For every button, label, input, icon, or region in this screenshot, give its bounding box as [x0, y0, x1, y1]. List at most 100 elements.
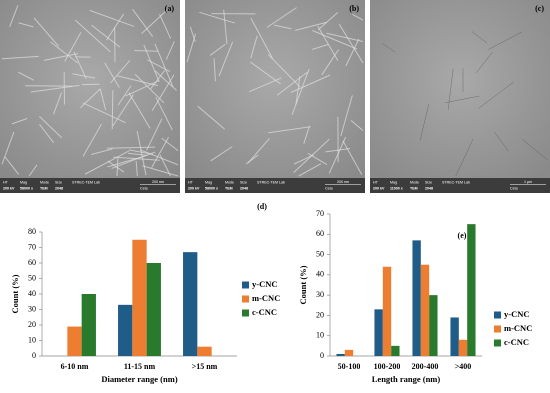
fiber: [276, 71, 308, 96]
x-tick-label: 6-10 nm: [61, 362, 89, 371]
fiber: [125, 80, 160, 97]
fiber: [295, 21, 327, 31]
meta-header: Mode: [40, 180, 49, 184]
fiber: [4, 156, 20, 175]
fiber: [17, 71, 35, 81]
fiber: [104, 62, 120, 88]
bar: [336, 353, 345, 356]
fiber: [213, 58, 216, 82]
fiber: [64, 32, 82, 62]
meta-header: Size: [55, 180, 62, 184]
fiber: [111, 90, 114, 130]
fiber: [494, 132, 509, 152]
fiber: [142, 165, 179, 177]
y-tick-label: 20: [316, 310, 324, 319]
fiber: [89, 9, 135, 27]
meta-header: Mode: [225, 180, 234, 184]
bar: [374, 309, 383, 356]
meta-lab: STREC-TEM Lab: [72, 180, 100, 184]
fiber: [249, 61, 281, 85]
fiber: [478, 81, 514, 109]
y-tick-label: 70: [28, 242, 36, 251]
meta-header: Size: [240, 180, 247, 184]
y-tick-label: 50: [28, 273, 36, 282]
bar: [429, 295, 438, 356]
panel-label: (a): [165, 4, 175, 13]
legend-swatch: [494, 339, 501, 347]
meta-lab: STREC-TEM Lab: [257, 180, 285, 184]
fiber: [141, 8, 169, 35]
fiber: [84, 150, 130, 175]
fiber: [186, 33, 197, 63]
fiber: [106, 146, 156, 149]
meta-strip: [0, 178, 180, 193]
fiber: [250, 17, 274, 59]
fiber: [72, 73, 96, 79]
panel-label: (c): [535, 4, 544, 13]
fiber: [303, 125, 310, 144]
fiber: [139, 149, 179, 166]
fiber: [218, 41, 234, 77]
fiber: [73, 51, 87, 80]
fiber: [135, 161, 138, 177]
meta-header: HT: [373, 180, 379, 184]
fiber: [149, 70, 166, 90]
fiber: [106, 13, 125, 41]
legend-swatch: [494, 325, 501, 333]
fiber: [111, 151, 156, 169]
fiber: [199, 11, 235, 24]
fiber: [154, 43, 174, 87]
fiber: [110, 59, 131, 84]
legend-swatch: [242, 309, 249, 317]
meta-header: Size: [425, 180, 432, 184]
meta-header: Mag: [390, 180, 397, 184]
fiber: [209, 43, 226, 56]
y-axis-title: Count (%): [10, 274, 20, 313]
fiber: [117, 85, 132, 106]
fiber: [146, 118, 163, 151]
fiber: [340, 95, 353, 137]
fiber: [250, 35, 258, 59]
x-tick-label: 50-100: [338, 362, 361, 371]
fiber: [382, 43, 396, 53]
fiber: [128, 152, 148, 156]
y-tick-label: 80: [28, 227, 36, 236]
fiber: [9, 5, 19, 28]
fiber: [290, 74, 331, 93]
y-tick-label: 60: [28, 258, 36, 267]
fiber: [159, 13, 172, 39]
fiber: [291, 68, 310, 115]
y-axis-title: Count (%): [298, 265, 308, 304]
fiber: [33, 17, 60, 47]
meta-value: 2048: [425, 186, 433, 190]
fiber: [321, 49, 339, 76]
fiber: [317, 25, 339, 61]
fiber: [476, 51, 493, 73]
fiber: [488, 31, 522, 50]
fiber: [161, 137, 179, 152]
meta-scale: 1 µm: [524, 180, 532, 184]
x-tick-label: 100-200: [374, 362, 401, 371]
fiber: [312, 30, 358, 50]
tem-image: [0, 0, 180, 178]
meta-value: TEM: [225, 186, 233, 190]
fiber: [338, 23, 364, 64]
fiber: [1, 131, 15, 165]
fiber: [128, 92, 151, 129]
meta-value: 200 kV: [3, 186, 15, 190]
legend-label: y-CNC: [504, 309, 530, 319]
y-tick-label: 10: [28, 335, 36, 344]
fiber: [39, 115, 63, 139]
fiber: [28, 164, 38, 177]
fiber: [266, 7, 297, 28]
fiber: [197, 105, 225, 130]
fiber: [447, 68, 454, 110]
fiber: [317, 11, 339, 31]
bar: [146, 263, 161, 356]
fiber: [134, 49, 159, 52]
y-tick-label: 0: [320, 351, 324, 360]
meta-value: TEM: [410, 186, 418, 190]
fiber: [247, 138, 270, 164]
legend-label: c-CNC: [504, 337, 529, 347]
fiber: [345, 38, 360, 67]
